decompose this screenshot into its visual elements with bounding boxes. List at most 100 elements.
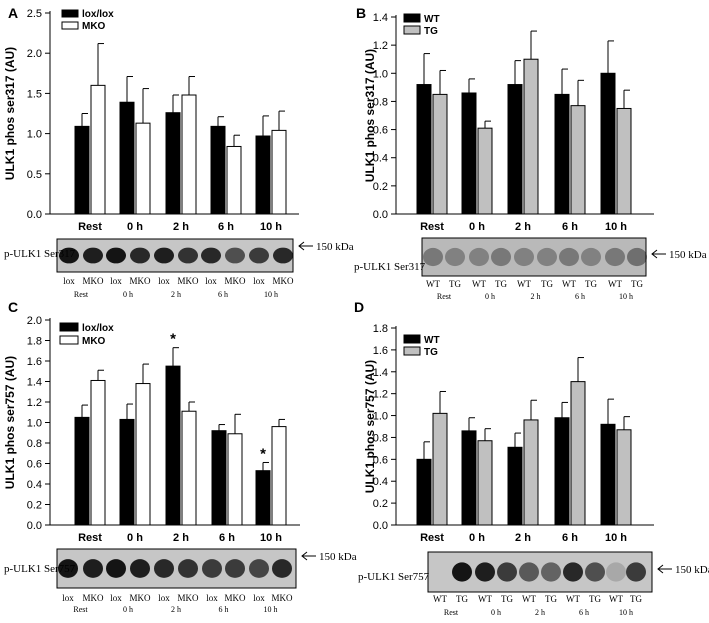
y-tick-label: 0.8 (373, 96, 388, 108)
bar-mko-0h (135, 122, 151, 215)
blot-band (249, 559, 269, 578)
blot-lane-label: lox (110, 276, 122, 286)
y-tick-label: 0.6 (373, 454, 388, 466)
x-tick-label: Rest (420, 221, 444, 233)
x-tick-label: 2 h (173, 532, 189, 544)
y-tick-label: 1.0 (27, 129, 42, 141)
blot-group-label: 2 h (535, 608, 545, 617)
legend-swatch (59, 322, 79, 332)
bar-wt-0h (461, 92, 477, 215)
blot-lane-label: TG (631, 279, 643, 289)
bar-tg-Rest (432, 93, 448, 215)
y-tick-label: 2.0 (27, 48, 42, 60)
bar-wt-Rest (416, 84, 432, 215)
x-tick-label: Rest (78, 532, 102, 544)
y-tick-label: 1.6 (27, 356, 42, 368)
blot-band (519, 562, 539, 582)
x-tick-label: 2 h (515, 221, 531, 233)
significance-marker: * (260, 445, 266, 462)
bar-mko-6h (227, 433, 243, 526)
blot-band (606, 562, 626, 582)
x-tick-label: 0 h (469, 532, 485, 544)
bar-tg-6h (570, 381, 586, 526)
blot-band (469, 247, 489, 267)
bar-lox-lox-0h (119, 418, 135, 526)
blot-band (491, 247, 511, 267)
panel-c: C 0.0 0.2 0.4 0.6 0.8 1.0 1.2 1.4 1.6 1.8 2.0 ULK1 p… (3, 299, 357, 614)
blot-lane-label: lox (62, 593, 74, 603)
y-tick-label: 1.0 (373, 68, 388, 80)
y-tick-label: 0.0 (373, 520, 388, 532)
blot-lane-label: lox (206, 593, 218, 603)
blot-band (541, 562, 561, 582)
bar-mko-10h (271, 426, 287, 526)
blot-band (130, 247, 150, 264)
kda-label: 150 kDa (316, 241, 354, 253)
bar-lox-lox-0h (119, 101, 135, 215)
blot-band (201, 247, 221, 264)
blot-lane-label: lox (205, 276, 217, 286)
y-tick-label: 1.2 (373, 40, 388, 52)
blot-group-label: Rest (437, 292, 452, 301)
y-tick-label: 1.2 (373, 389, 388, 401)
legend-swatch (403, 25, 421, 35)
bar-lox-lox-2h (165, 365, 181, 526)
bar-wt-2h (507, 446, 523, 526)
y-tick-label: 1.8 (27, 336, 42, 348)
blot-group-label: Rest (444, 608, 459, 617)
blot-lane-label: WT (517, 279, 531, 289)
x-tick-label: 6 h (218, 221, 234, 233)
y-tick-label: 1.2 (27, 397, 42, 409)
blot-lane-label: MKO (224, 593, 246, 603)
x-tick-label: Rest (78, 221, 102, 233)
blot-lane-label: lox (253, 593, 265, 603)
bar-tg-0h (477, 127, 493, 215)
blot-band (537, 247, 557, 267)
blot-group-label: 10 h (264, 605, 278, 614)
blot-band (627, 247, 647, 267)
y-tick-label: 1.8 (373, 323, 388, 335)
blot-band (178, 247, 198, 264)
y-tick-label: 0.8 (27, 438, 42, 450)
blot-lane-label: MKO (129, 276, 151, 286)
western-blot: p-ULK1 Ser757 150 kDa WT TG WT TG WT TG WT TG WT TG… (358, 551, 709, 617)
y-axis-label: ULK1 phos ser757 (AU) (363, 360, 377, 493)
blot-lane-label: TG (541, 279, 553, 289)
blot-band (154, 247, 174, 264)
blot-lane-label: WT (472, 279, 486, 289)
y-tick-label: 1.4 (373, 12, 388, 24)
y-tick-label: 1.0 (373, 411, 388, 423)
legend-label: MKO (82, 336, 106, 347)
bar-tg-2h (523, 58, 539, 215)
significance-marker: * (170, 331, 176, 348)
blot-lane-label: MKO (271, 593, 293, 603)
y-tick-label: 0.4 (373, 476, 388, 488)
legend-swatch (403, 13, 421, 23)
blot-lane-label: WT (433, 594, 447, 604)
blot-band (273, 247, 293, 264)
bar-mko-2h (181, 410, 197, 526)
western-blot: p-ULK1 Ser757 150 kDa lox MKO lox MKO lox MKO lo… (4, 548, 357, 614)
bar-tg-10h (616, 107, 632, 215)
blot-group-label: 0 h (485, 292, 495, 301)
blot-label: p-ULK1 Ser317 (354, 261, 426, 273)
x-tick-label: 10 h (260, 221, 282, 233)
bar-lox-lox-6h (211, 430, 227, 526)
bar-wt-6h (554, 417, 570, 526)
y-tick-label: 0.0 (27, 209, 42, 221)
blot-group-label: 10 h (619, 292, 633, 301)
y-tick-label: 0.4 (27, 479, 42, 491)
legend-label: lox/lox (82, 323, 114, 334)
bar-mko-2h (181, 94, 197, 215)
x-tick-label: 2 h (515, 532, 531, 544)
bar-wt-2h (507, 84, 523, 215)
y-tick-label: 0.6 (27, 459, 42, 471)
y-tick-label: 0.2 (27, 500, 42, 512)
bar-wt-10h (600, 423, 616, 526)
blot-band (249, 247, 269, 264)
x-tick-label: 10 h (260, 532, 282, 544)
blot-band (581, 247, 601, 267)
bar-mko-Rest (90, 379, 106, 526)
blot-lane-label: MKO (82, 593, 104, 603)
blot-band (430, 562, 450, 581)
